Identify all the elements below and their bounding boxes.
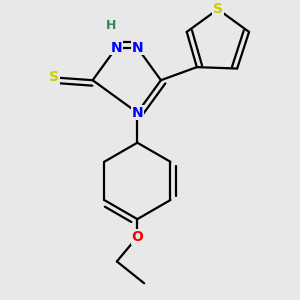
Text: N: N: [110, 41, 122, 55]
Text: H: H: [106, 20, 116, 32]
Text: N: N: [131, 41, 143, 55]
Text: O: O: [131, 230, 143, 244]
Text: N: N: [131, 106, 143, 120]
Text: S: S: [213, 2, 223, 16]
Text: S: S: [50, 70, 59, 85]
